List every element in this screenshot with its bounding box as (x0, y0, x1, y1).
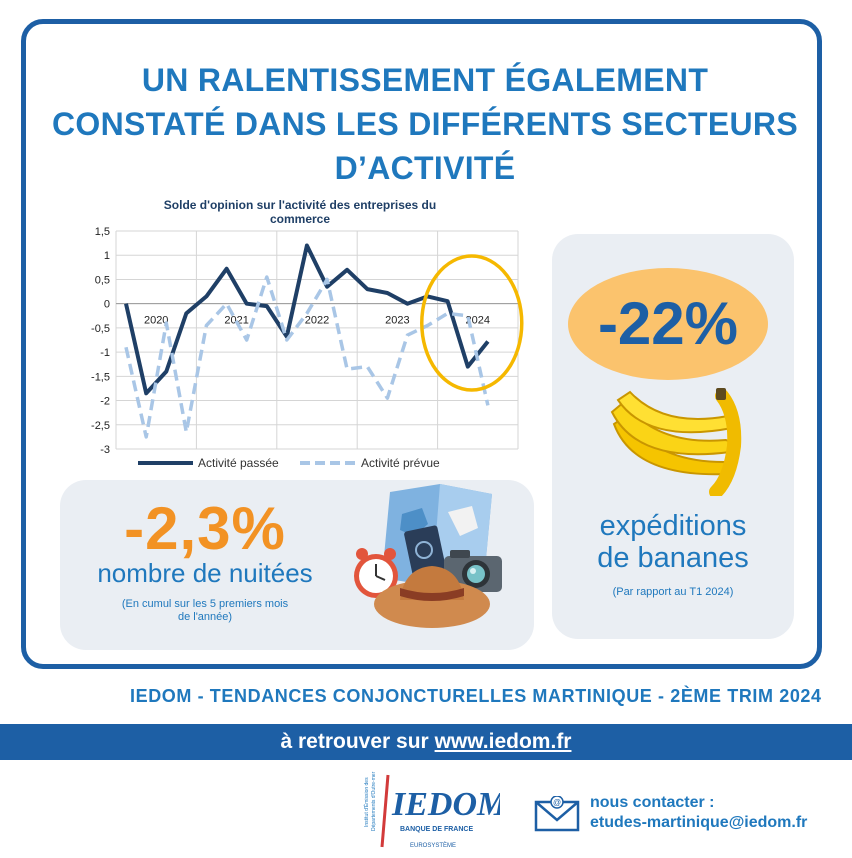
x-year-label: 2020 (144, 315, 168, 327)
x-year-label: 2023 (385, 315, 409, 327)
nuitees-note-line-1: (En cumul sur les 5 premiers mois (121, 598, 289, 610)
nuitees-card: -2,3% nombre de nuitées (En cumul sur le… (60, 480, 534, 650)
y-tick-label: 0 (104, 299, 110, 311)
logo-vertical-text-1: Institut d'Émission des (363, 777, 370, 827)
contact-block: nous contacter : etudes-martinique@iedom… (590, 793, 807, 833)
logo-sub-1: BANQUE DE FRANCE (400, 826, 473, 833)
x-year-label: 2024 (466, 315, 490, 327)
y-tick-label: -2 (100, 396, 110, 408)
y-tick-label: -2,5 (91, 420, 110, 432)
y-tick-label: -0,5 (91, 323, 110, 335)
passport-icon (404, 525, 446, 577)
y-tick-label: -1,5 (91, 371, 110, 383)
y-tick-label: 1,5 (95, 226, 110, 238)
chart-title-line-2: commerce (270, 212, 330, 226)
logo-name: IEDOM (391, 786, 500, 823)
clock-icon (354, 548, 398, 598)
travel-illustration (354, 484, 502, 628)
svg-text:@: @ (553, 798, 561, 807)
nuitees-note-line-2: de l'année) (177, 611, 233, 623)
highlight-2024-circle (420, 254, 524, 392)
contact-label: nous contacter : (590, 794, 715, 811)
page-title: UN RALENTISSEMENT ÉGALEMENT CONSTATÉ DAN… (40, 58, 810, 190)
bananes-label-line-2: de bananes (597, 542, 749, 574)
banana-icon (610, 388, 742, 496)
activity-chart: Solde d'opinion sur l'activité des entre… (91, 198, 524, 470)
website-band: à retrouver sur www.iedom.fr (0, 724, 852, 760)
nuitees-note: (En cumul sur les 5 premiers mois de l'a… (60, 598, 350, 624)
logo-red-stroke (380, 774, 390, 848)
title-line-2: CONSTATÉ DANS LES DIFFÉRENTS SECTEURS (52, 106, 798, 142)
iedom-logo: Institut d'Émission des Départements d'O… (363, 771, 500, 849)
nuitees-value: -2,3% (124, 495, 286, 562)
band-prefix: à retrouver sur (280, 730, 429, 753)
footer-title: IEDOM - TENDANCES CONJONCTURELLES MARTIN… (130, 686, 822, 706)
title-line-1: UN RALENTISSEMENT ÉGALEMENT (141, 62, 709, 98)
legend-label-forecast: Activité prévue (361, 456, 440, 470)
series-line-activite-prevue (124, 275, 490, 439)
logo-vertical-text-2: Départements d'Outre-mer (371, 771, 377, 831)
logo-sub-2: EUROSYSTÈME (410, 842, 456, 849)
bananes-label-line-1: expéditions (599, 510, 747, 542)
website-link[interactable]: www.iedom.fr (434, 730, 572, 753)
chart-title-line-1: Solde d'opinion sur l'activité des entre… (164, 198, 436, 212)
camera-icon (444, 550, 502, 592)
bananes-label: expéditions de bananes (552, 510, 794, 574)
title-line-3: D’ACTIVITÉ (334, 150, 516, 186)
y-tick-label: 0,5 (95, 274, 110, 286)
mail-icon: @ (534, 796, 580, 832)
x-year-label: 2022 (305, 315, 329, 327)
bananes-value: -22% (597, 290, 739, 357)
y-tick-label: 1 (104, 250, 110, 262)
nuitees-label: nombre de nuitées (97, 558, 313, 588)
legend-label-past: Activité passée (198, 456, 279, 470)
sun-hat-icon (374, 566, 490, 628)
contact-email[interactable]: etudes-martinique@iedom.fr (590, 814, 808, 831)
chart-legend: Activité passée Activité prévue (138, 456, 440, 470)
y-tick-label: -1 (100, 347, 110, 359)
bananes-value-ellipse (568, 268, 768, 380)
bananes-note: (Par rapport au T1 2024) (612, 586, 734, 598)
series-line-activite-passee (124, 243, 490, 396)
y-tick-label: -3 (100, 444, 110, 456)
